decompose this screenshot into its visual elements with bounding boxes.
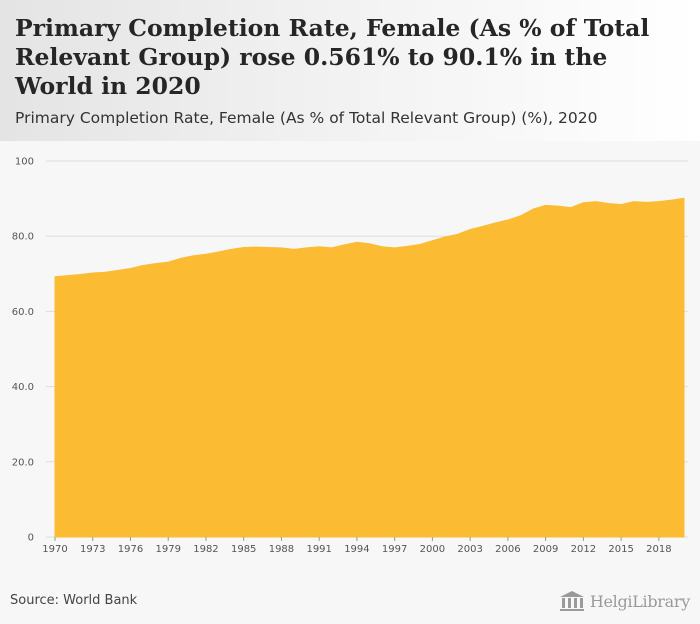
x-tick-label: 1982	[193, 544, 218, 555]
x-tick-label: 2015	[608, 544, 633, 555]
data-point[interactable]	[279, 246, 283, 250]
data-point[interactable]	[305, 246, 309, 250]
y-tick-label: 20.0	[12, 457, 34, 468]
data-point[interactable]	[254, 245, 258, 249]
data-point[interactable]	[141, 264, 145, 268]
data-point[interactable]	[493, 221, 497, 225]
chart-header: Primary Completion Rate, Female (As % of…	[0, 0, 700, 141]
chart-title: Primary Completion Rate, Female (As % of…	[15, 14, 650, 100]
data-point[interactable]	[204, 252, 208, 256]
data-point[interactable]	[506, 218, 510, 222]
data-point[interactable]	[242, 245, 246, 249]
data-point[interactable]	[468, 227, 472, 231]
x-axis-ticks: 1970 1973 1976 1979 1982 1985 1988 1991 1994 1997…	[42, 537, 672, 555]
data-area[interactable]	[54, 197, 685, 538]
data-area-layer	[53, 196, 686, 538]
data-point[interactable]	[292, 247, 296, 251]
y-tick-label: 0	[28, 533, 34, 544]
x-tick-label: 2003	[457, 544, 482, 555]
x-tick-label: 1973	[80, 544, 105, 555]
y-tick-label: 100	[15, 157, 34, 168]
chart-area: 0 20.0 40.0 60.0 80.0 100 1970 1973 1976 1979 198…	[0, 141, 700, 569]
data-point[interactable]	[556, 204, 560, 208]
data-point[interactable]	[405, 244, 409, 248]
x-tick-label: 2006	[495, 544, 520, 555]
data-point[interactable]	[128, 267, 132, 271]
data-point[interactable]	[53, 275, 57, 279]
x-tick-label: 2009	[533, 544, 558, 555]
data-point[interactable]	[443, 235, 447, 239]
data-point[interactable]	[154, 262, 158, 266]
data-point[interactable]	[317, 245, 321, 249]
data-point[interactable]	[544, 203, 548, 207]
data-point[interactable]	[103, 270, 107, 274]
data-point[interactable]	[91, 271, 95, 275]
data-point[interactable]	[481, 224, 485, 228]
x-tick-label: 2018	[646, 544, 671, 555]
data-point[interactable]	[330, 246, 334, 250]
x-tick-label: 1970	[42, 544, 67, 555]
data-point[interactable]	[229, 247, 233, 251]
data-point[interactable]	[217, 250, 221, 254]
x-tick-label: 1985	[231, 544, 256, 555]
data-point[interactable]	[393, 246, 397, 250]
data-point[interactable]	[418, 242, 422, 246]
data-point[interactable]	[78, 273, 82, 277]
data-point[interactable]	[594, 200, 598, 204]
data-point[interactable]	[355, 240, 359, 244]
x-tick-label: 1976	[118, 544, 143, 555]
chart-footer: Source: World Bank HelgiLibrary	[0, 569, 700, 624]
data-point[interactable]	[368, 242, 372, 246]
x-tick-label: 1997	[382, 544, 407, 555]
data-point[interactable]	[267, 245, 271, 249]
y-tick-label: 40.0	[12, 382, 34, 393]
data-point[interactable]	[607, 201, 611, 205]
x-tick-label: 1979	[155, 544, 180, 555]
data-point[interactable]	[682, 196, 686, 200]
y-tick-label: 60.0	[12, 307, 34, 318]
data-point[interactable]	[380, 245, 384, 249]
data-point[interactable]	[669, 198, 673, 202]
data-point[interactable]	[430, 239, 434, 243]
data-point[interactable]	[569, 206, 573, 210]
chart-subtitle: Primary Completion Rate, Female (As % of…	[15, 109, 598, 127]
data-point[interactable]	[191, 254, 195, 258]
data-point[interactable]	[66, 274, 70, 278]
data-point[interactable]	[619, 203, 623, 207]
data-point[interactable]	[456, 232, 460, 236]
data-point[interactable]	[632, 200, 636, 204]
x-tick-label: 1991	[306, 544, 331, 555]
y-axis-ticks: 0 20.0 40.0 60.0 80.0 100	[12, 157, 34, 544]
area-chart: 0 20.0 40.0 60.0 80.0 100 1970 1973 1976 1979 198…	[12, 157, 688, 555]
logo-text: HelgiLibrary	[589, 591, 690, 611]
data-point[interactable]	[179, 256, 183, 260]
data-point[interactable]	[581, 201, 585, 205]
data-point[interactable]	[518, 214, 522, 218]
helgi-library-logo[interactable]: HelgiLibrary	[559, 588, 690, 614]
source-label: Source: World Bank	[10, 593, 138, 608]
data-point[interactable]	[531, 207, 535, 211]
x-tick-label: 2012	[571, 544, 596, 555]
data-point[interactable]	[342, 243, 346, 247]
data-point[interactable]	[644, 200, 648, 204]
x-tick-label: 1988	[269, 544, 294, 555]
x-tick-label: 1994	[344, 544, 369, 555]
x-tick-label: 2000	[420, 544, 445, 555]
data-point[interactable]	[116, 268, 120, 272]
data-point[interactable]	[657, 200, 661, 204]
library-building-icon	[559, 591, 584, 611]
data-point[interactable]	[166, 260, 170, 264]
y-tick-label: 80.0	[12, 232, 34, 243]
